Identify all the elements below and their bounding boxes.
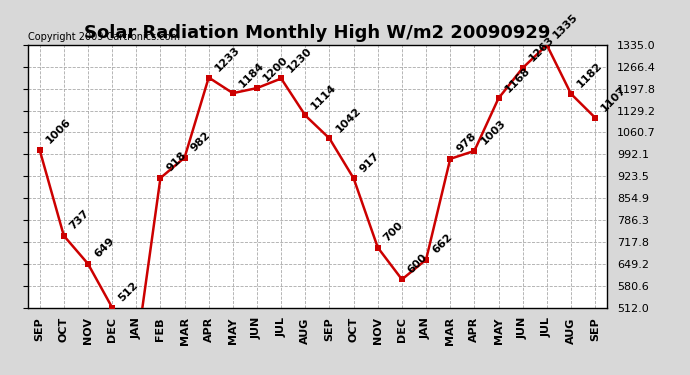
Text: 1230: 1230 — [286, 45, 314, 74]
Text: 374: 374 — [0, 374, 1, 375]
Title: Solar Radiation Monthly High W/m2 20090929: Solar Radiation Monthly High W/m2 200909… — [84, 24, 551, 42]
Text: 1184: 1184 — [237, 60, 266, 89]
Text: 512: 512 — [117, 280, 139, 303]
Text: 1233: 1233 — [213, 45, 242, 74]
Text: 917: 917 — [358, 150, 382, 174]
Text: 982: 982 — [189, 130, 213, 153]
Text: 1335: 1335 — [551, 12, 580, 41]
Text: 1182: 1182 — [575, 61, 604, 90]
Text: 1042: 1042 — [334, 105, 363, 134]
Text: 1168: 1168 — [503, 65, 532, 94]
Text: 1107: 1107 — [600, 85, 628, 114]
Text: 978: 978 — [455, 131, 478, 155]
Text: 1006: 1006 — [44, 117, 72, 146]
Text: 600: 600 — [406, 252, 429, 275]
Text: 1003: 1003 — [479, 118, 507, 147]
Text: 918: 918 — [165, 150, 188, 174]
Text: 1200: 1200 — [262, 55, 290, 84]
Text: Copyright 2009 Cartronics.com: Copyright 2009 Cartronics.com — [28, 32, 179, 42]
Text: 649: 649 — [92, 236, 116, 260]
Text: 1263: 1263 — [527, 35, 556, 64]
Text: 737: 737 — [68, 208, 91, 232]
Text: 700: 700 — [382, 220, 405, 243]
Text: 662: 662 — [431, 232, 454, 255]
Text: 1114: 1114 — [310, 82, 339, 111]
